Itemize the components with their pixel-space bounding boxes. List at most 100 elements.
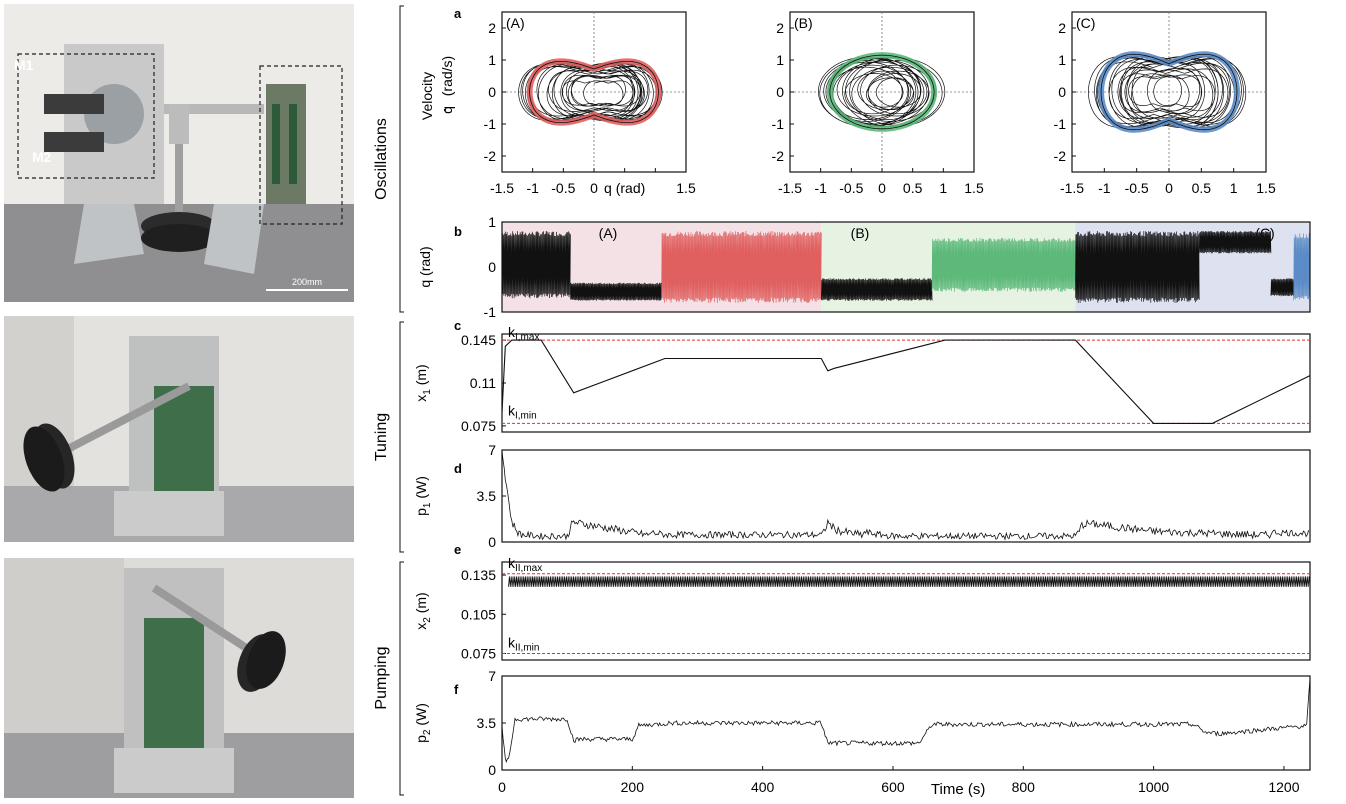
- ytick-label: 0: [488, 84, 496, 100]
- segment-2: [661, 230, 822, 304]
- panel-a: (A)210-1-2-1.5 -1 -0.5 0 q (rad) 1.5(B)210-1-…: [484, 11, 1276, 196]
- segment-8: [1293, 233, 1311, 301]
- ytick-label: 1: [488, 52, 496, 68]
- ytick-label: -2: [484, 148, 497, 164]
- limit-cycle-outline: [1100, 53, 1238, 131]
- ytick-label: -1: [484, 304, 497, 320]
- panel-letter-b: b: [454, 224, 462, 239]
- ytick-label: 0: [776, 84, 784, 100]
- ytick-label: 0.075: [461, 418, 496, 434]
- panel-letter-e: e: [454, 542, 461, 557]
- xtick-label: -0.5: [551, 180, 575, 196]
- region-tag: (A): [599, 225, 618, 241]
- xtick-label: 0: [590, 180, 598, 196]
- yaxis-label: q (rad): [417, 246, 433, 287]
- ytick-label: 0: [488, 259, 496, 275]
- yaxis-label: p1 (W): [413, 476, 433, 516]
- panel-f-frame: [501, 675, 1311, 771]
- limit-label-0: kII,max: [508, 555, 542, 574]
- xtick-label: 200: [621, 779, 645, 795]
- scale-label: 200mm: [292, 277, 322, 287]
- panel-a-ylabel-sym: q: [439, 106, 455, 114]
- ytick-label: 2: [776, 20, 784, 36]
- yaxis-label: p2 (W): [413, 703, 433, 743]
- panel-e-frame: [501, 561, 1311, 661]
- ytick-label: -1: [1054, 116, 1067, 132]
- robot-photo-bottom: [4, 558, 354, 798]
- yaxis-label: x2 (m): [413, 592, 433, 629]
- x1-trace: [501, 339, 1311, 424]
- xtick-label: 1: [1230, 180, 1238, 196]
- panel-a-ylabel-top: Velocity: [419, 72, 435, 120]
- ytick-label: 3.5: [477, 488, 497, 504]
- xtick-label: -1: [1098, 180, 1111, 196]
- robot-photo-middle: [4, 316, 354, 542]
- xtick-label: 1.5: [1256, 180, 1276, 196]
- panel-d: 7 3.5 0 p1 (W): [413, 442, 1311, 550]
- xtick-label: 800: [1012, 779, 1036, 795]
- p1-trace: [501, 451, 1310, 541]
- segment-5: [1075, 230, 1200, 303]
- ytick-label: 0.105: [461, 606, 496, 622]
- phase-subplot-1: (B) 2 1 0 -1 -2 -1.5 -1 -0.5 0 0.5 1 1.5: [772, 11, 984, 196]
- photo-middle: [4, 316, 354, 542]
- xtick-label: -1: [526, 180, 539, 196]
- ytick-label: 7: [488, 442, 496, 458]
- xtick-label: -0.5: [1125, 180, 1149, 196]
- transient-trajectory: [518, 62, 663, 122]
- transient-trajectory: [818, 56, 946, 128]
- yaxis-label: x1 (m): [413, 364, 433, 401]
- panel-b: (A) (B) (C)10-1q (rad): [417, 214, 1311, 320]
- xtick-label: -0.5: [839, 180, 863, 196]
- ytick-label: 2: [488, 20, 496, 36]
- p2-trace: [501, 678, 1311, 764]
- group-label-tuning: Tuning: [373, 413, 390, 461]
- subplot-tag: (A): [506, 15, 525, 31]
- xtick-label: -1.5: [1060, 180, 1084, 196]
- xtick-label: 0: [498, 779, 506, 795]
- ytick-label: 0: [1058, 84, 1066, 100]
- panel-f: 7 3.5 0 p2 (W) 0 200 400 600 800 1000 1200 Time (s): [413, 668, 1311, 798]
- panel-letter-c: c: [454, 318, 461, 333]
- ytick-label: 0.135: [461, 567, 496, 583]
- xtick-label: 1.5: [676, 180, 696, 196]
- ytick-label: 1: [776, 52, 784, 68]
- ytick-label: 0.11: [470, 375, 496, 391]
- robot-photo-top: M1 M2 200mm: [4, 4, 354, 302]
- region-tag: (B): [851, 225, 870, 241]
- xtick-label: -1: [814, 180, 827, 196]
- ytick-label: 2: [1058, 20, 1066, 36]
- limit-cycle-outline: [529, 61, 659, 123]
- panel-a-ylabel-unit: (rad/s): [439, 56, 455, 96]
- limit-label-1: kII,min: [508, 634, 539, 653]
- ytick-label: 1: [488, 214, 496, 230]
- ytick-label: -2: [1054, 148, 1067, 164]
- limit-cycle-outline: [829, 54, 935, 130]
- xaxis-label: q (rad): [604, 180, 645, 196]
- x2-band: [508, 576, 1311, 587]
- xtick-label: 1: [939, 180, 947, 196]
- xtick-label: -1.5: [778, 180, 802, 196]
- ytick-label: 3.5: [477, 715, 497, 731]
- ytick-label: -2: [772, 148, 785, 164]
- subplot-tag: (C): [1076, 15, 1095, 31]
- panel-letter-d: d: [454, 461, 462, 476]
- group-label-pumping: Pumping: [373, 646, 390, 709]
- panel-c-frame: [501, 333, 1311, 433]
- xtick-label: 1200: [1268, 779, 1299, 795]
- group-tuning: Tuning: [373, 321, 404, 553]
- photo-top: M1 M2 200mm: [4, 4, 354, 302]
- segment-6: [1198, 230, 1272, 254]
- panel-a-ylabel: Velocity q (rad/s): [419, 56, 455, 120]
- xaxis-label: Time (s): [931, 781, 985, 798]
- panel-letter-a: a: [454, 6, 462, 21]
- ytick-label: 0.145: [461, 332, 496, 348]
- ytick-label: 1: [1058, 52, 1066, 68]
- xtick-label: 0.5: [1192, 180, 1212, 196]
- segment-0: [501, 230, 571, 299]
- xtick-label: 400: [751, 779, 775, 795]
- dot-accent: [443, 108, 447, 112]
- ytick-label: -1: [484, 116, 497, 132]
- figure-panels: Oscillations Tuning Pumping a b c d e f …: [373, 5, 1311, 798]
